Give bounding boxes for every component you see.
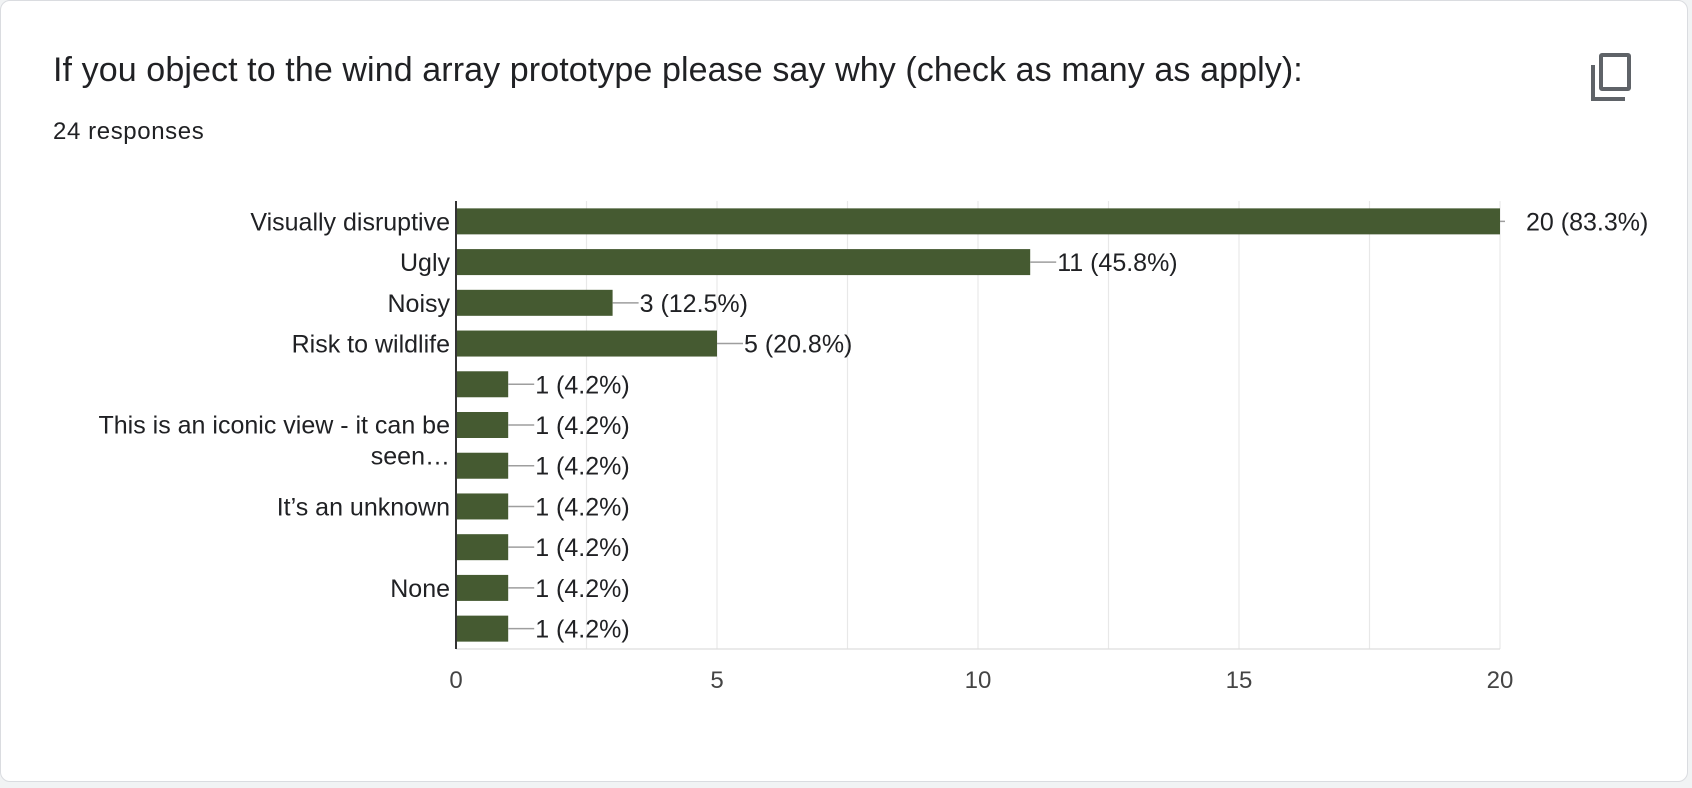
data-label: 1 (4.2%) bbox=[535, 371, 629, 399]
category-label: It’s an unknown bbox=[277, 493, 450, 521]
x-tick-label: 0 bbox=[449, 667, 462, 694]
data-label: 1 (4.2%) bbox=[535, 453, 629, 481]
x-tick-label: 20 bbox=[1487, 667, 1514, 694]
bar bbox=[456, 330, 717, 357]
data-label: 1 (4.2%) bbox=[535, 412, 629, 440]
category-label: This is an iconic view - it can be seen… bbox=[98, 412, 450, 471]
x-tick-label: 10 bbox=[965, 667, 992, 694]
question-title: If you object to the wind array prototyp… bbox=[53, 51, 1303, 89]
category-label: Noisy bbox=[387, 290, 450, 318]
copy-icon bbox=[1591, 53, 1631, 101]
bar bbox=[456, 534, 509, 561]
bar bbox=[456, 208, 1500, 235]
category-label: Ugly bbox=[400, 249, 451, 277]
data-label: 11 (45.8%) bbox=[1057, 249, 1177, 277]
bar bbox=[456, 289, 613, 316]
data-label: 3 (12.5%) bbox=[640, 290, 748, 318]
bar bbox=[456, 452, 509, 479]
response-count: 24 responses bbox=[53, 118, 205, 145]
copy-chart-button[interactable] bbox=[1581, 51, 1633, 103]
data-label: 20 (83.3%) bbox=[1526, 208, 1648, 236]
data-label: 1 (4.2%) bbox=[535, 534, 629, 562]
data-label: 1 (4.2%) bbox=[535, 616, 629, 644]
bar bbox=[456, 493, 509, 520]
x-tick-label: 15 bbox=[1226, 667, 1253, 694]
bar bbox=[456, 615, 509, 642]
bar bbox=[456, 371, 509, 398]
bar bbox=[456, 574, 509, 601]
category-label: Visually disruptive bbox=[250, 208, 450, 236]
data-label: 5 (20.8%) bbox=[744, 331, 852, 359]
category-label: Risk to wildlife bbox=[292, 331, 450, 359]
x-tick-label: 5 bbox=[710, 667, 723, 694]
data-label: 1 (4.2%) bbox=[535, 575, 629, 603]
bar bbox=[456, 249, 1031, 276]
bar bbox=[456, 412, 509, 438]
data-label: 1 (4.2%) bbox=[535, 493, 629, 521]
category-label: None bbox=[390, 575, 450, 603]
